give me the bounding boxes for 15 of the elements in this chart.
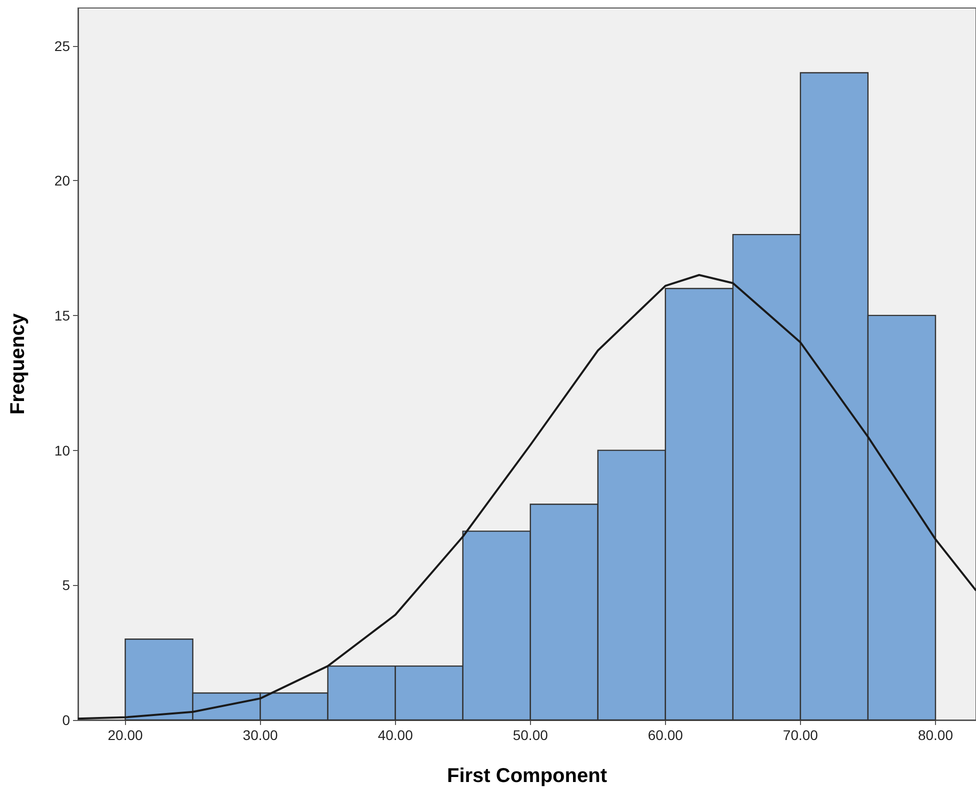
x-tick-label: 30.00	[242, 727, 278, 743]
y-tick-label: 10	[54, 442, 70, 458]
y-axis-title: Frequency	[7, 312, 29, 415]
y-tick-label: 0	[62, 712, 70, 728]
x-tick-label: 20.00	[108, 727, 143, 743]
x-tick-label: 60.00	[648, 727, 684, 743]
y-tick-label: 25	[54, 38, 70, 54]
x-tick-label: 40.00	[378, 727, 414, 743]
y-tick-label: 5	[62, 577, 70, 594]
x-tick-label: 70.00	[782, 727, 818, 743]
x-axis-title: First Component	[447, 765, 608, 787]
x-tick-label: 50.00	[512, 727, 548, 743]
y-tick-label: 20	[54, 172, 70, 189]
x-tick-label: 80.00	[918, 727, 954, 743]
y-tick-label: 15	[54, 307, 70, 324]
